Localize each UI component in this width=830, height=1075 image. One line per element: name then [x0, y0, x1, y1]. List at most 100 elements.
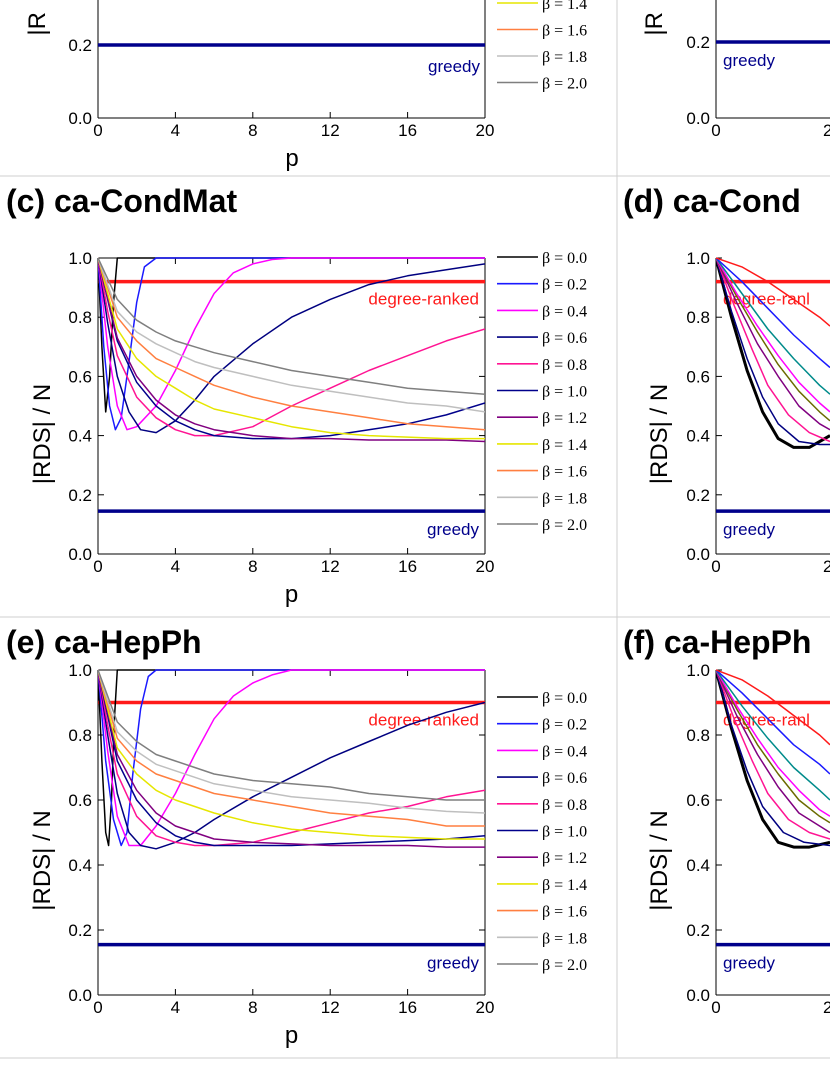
top-right-ytick-0: 0.0: [686, 109, 710, 128]
panel-e-greedy-label: greedy: [427, 954, 479, 973]
panel-d-ytick-label: 1.0: [686, 249, 710, 268]
top-left-legend-label: β = 1.4: [542, 0, 587, 13]
panel-c-legend-label: β = 1.2: [542, 410, 587, 427]
top-left-xtick-label: 20: [476, 121, 495, 140]
panel-e-ylabel: |RDS| / N: [29, 810, 56, 910]
panel-c-ytick-label: 0.6: [68, 367, 92, 386]
panel-c-xtick-label: 8: [248, 557, 257, 576]
panel-d-series-line-3: [716, 257, 830, 431]
panel-d-xtick-label: 0: [711, 557, 720, 576]
panel-f-series-line-8: [716, 669, 830, 746]
panel-d-ca-cond-partial: (d) ca-Cond 0.0 0.2 0.4 0.6 0.8 1.0 0 2 |RDS| / N…: [623, 183, 830, 576]
panel-c-series-line-9: [98, 257, 485, 413]
panel-d-series-line-6: [716, 257, 830, 395]
panel-f-series-line-6: [716, 669, 830, 801]
panel-f-xtick-label: 0: [711, 998, 720, 1017]
panel-e-xtick-label: 12: [321, 998, 340, 1017]
panel-d-series-line-1: [716, 257, 830, 446]
panel-c-title: (c) ca-CondMat: [6, 183, 237, 219]
panel-e-xtick-label: 4: [171, 998, 180, 1017]
panel-c-legend-label: β = 0.6: [542, 330, 587, 347]
panel-c-legend-label: β = 1.0: [542, 384, 587, 401]
top-left-xtick-label: 16: [398, 121, 417, 140]
panel-c-legend-label: β = 0.4: [542, 303, 587, 320]
panel-e-legend-label: β = 1.8: [542, 930, 587, 947]
panel-f-ytick-label: 1.0: [686, 661, 710, 680]
panel-c-legend-label: β = 0.2: [542, 277, 587, 294]
panel-e-xtick-label: 8: [248, 998, 257, 1017]
panel-c-legend-label: β = 1.6: [542, 464, 587, 481]
top-left-legend-label: β = 1.6: [542, 23, 587, 40]
panel-e-legend-label: β = 1.4: [542, 877, 587, 894]
panel-d-series-line-4: [716, 257, 830, 422]
top-left-legend-label: β = 2.0: [542, 76, 587, 93]
panel-e-ytick-label: 0.4: [68, 856, 92, 875]
panel-f-ytick-label: 0.4: [686, 856, 710, 875]
top-left-partial-panel: |R greedy 0.0 0.2 0 4 8 12 16 20 p β = 1.4β =…: [24, 0, 587, 172]
panel-d-title: (d) ca-Cond: [623, 183, 801, 219]
panel-c-legend-label: β = 2.0: [542, 517, 587, 534]
panel-e-legend-label: β = 1.0: [542, 824, 587, 841]
panel-c-series-line-4: [98, 257, 485, 437]
panel-f-series-group: [716, 669, 830, 849]
top-left-legend-label: β = 1.8: [542, 49, 587, 66]
panel-c-greedy-label: greedy: [427, 520, 479, 539]
panel-e-xtick-label: 20: [476, 998, 495, 1017]
panel-d-ytick-label: 0.2: [686, 486, 710, 505]
panel-f-ytick-label: 0.2: [686, 921, 710, 940]
panel-c-legend-label: β = 0.8: [542, 357, 587, 374]
panel-e-legend-label: β = 2.0: [542, 957, 587, 974]
panel-e-ytick-label: 1.0: [68, 661, 92, 680]
top-right-greedy-label: greedy: [723, 51, 775, 70]
panel-e-legend-label: β = 0.6: [542, 770, 587, 787]
panel-c-xtick-label: 0: [93, 557, 102, 576]
panel-e-series-line-0: [98, 669, 485, 847]
panel-e-legend-label: β = 0.8: [542, 797, 587, 814]
panel-f-series-line-1: [716, 669, 830, 847]
panel-c-xtick-label: 20: [476, 557, 495, 576]
top-left-xtick-label: 12: [321, 121, 340, 140]
panel-e-series-line-5: [98, 669, 485, 847]
top-left-ylabel-fragment: |R: [24, 12, 51, 36]
panel-e-series-line-10: [98, 669, 485, 801]
panel-c-ylabel: |RDS| / N: [29, 384, 56, 484]
panel-c-series-line-8: [98, 257, 485, 431]
panel-e-legend-label: β = 1.6: [542, 904, 587, 921]
top-left-ytick-1: 0.2: [68, 36, 92, 55]
panel-e-series-group: [98, 669, 485, 850]
panel-e-ytick-label: 0.0: [68, 986, 92, 1005]
panel-f-series-line-2: [716, 669, 830, 840]
panel-c-legend-label: β = 0.0: [542, 250, 587, 267]
top-right-ylabel-fragment: |R: [641, 12, 668, 36]
panel-c-series-line-5: [98, 257, 485, 440]
panel-c-xtick-label: 4: [171, 557, 180, 576]
panel-e-series-line-6: [98, 669, 485, 848]
panel-e-legend-label: β = 0.4: [542, 743, 587, 760]
panel-e-series-line-8: [98, 669, 485, 827]
panel-f-ylabel: |RDS| / N: [646, 810, 673, 910]
top-right-xtick-fragment: 2: [823, 121, 830, 140]
panel-c-series-line-7: [98, 257, 485, 440]
panel-e-xtick-label: 0: [93, 998, 102, 1017]
panel-f-series-line-5: [716, 669, 830, 817]
panel-e-ytick-label: 0.6: [68, 791, 92, 810]
panel-f-series-line-4: [716, 669, 830, 824]
top-left-xlabel: p: [285, 145, 298, 172]
panel-f-ytick-label: 0.0: [686, 986, 710, 1005]
top-right-ytick-1: 0.2: [686, 33, 710, 52]
panel-d-ytick-label: 0.8: [686, 308, 710, 327]
panel-c-series-line-10: [98, 257, 485, 395]
panel-d-series-group: [716, 257, 830, 449]
panel-d-series-line-5: [716, 257, 830, 413]
panel-c-ytick-label: 0.2: [68, 486, 92, 505]
panel-e-ca-hepph: (e) ca-HepPh 0.0 0.2 0.4 0.6 0.8 1.0 0 4 8 12 16 20 p…: [6, 624, 587, 1049]
panel-e-ytick-label: 0.2: [68, 921, 92, 940]
panel-f-title: (f) ca-HepPh: [623, 624, 811, 660]
panel-c-ytick-label: 0.8: [68, 308, 92, 327]
panel-e-legend-label: β = 0.2: [542, 717, 587, 734]
panel-f-xtick-fragment: 2: [823, 998, 830, 1017]
top-left-xtick-label: 0: [93, 121, 102, 140]
panel-d-series-line-8: [716, 257, 830, 327]
